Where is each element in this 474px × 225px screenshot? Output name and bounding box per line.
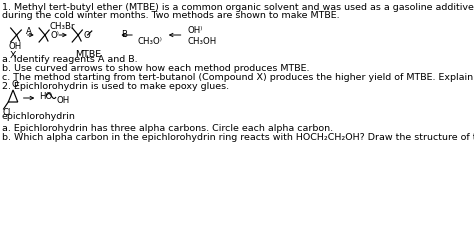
Text: a. Identify reagents A and B.: a. Identify reagents A and B.: [2, 55, 137, 64]
Text: Cl: Cl: [2, 108, 11, 117]
Text: CH₃OH: CH₃OH: [187, 37, 216, 46]
Text: B: B: [121, 30, 128, 39]
Text: CH₃O⁾: CH₃O⁾: [138, 37, 163, 46]
Text: a. Epichlorohydrin has three alpha carbons. Circle each alpha carbon.: a. Epichlorohydrin has three alpha carbo…: [2, 124, 333, 133]
Text: MTBE: MTBE: [75, 50, 101, 59]
Text: HO: HO: [39, 92, 52, 101]
Text: CH₃Br: CH₃Br: [49, 22, 75, 31]
Text: OH: OH: [56, 96, 70, 105]
Text: OH: OH: [8, 42, 21, 51]
Text: b. Which alpha carbon in the epichlorohydrin ring reacts with HOCH₂CH₂OH? Draw t: b. Which alpha carbon in the epichlorohy…: [2, 133, 474, 142]
Text: O: O: [83, 31, 90, 40]
Text: during the cold winter months. Two methods are shown to make MTBE.: during the cold winter months. Two metho…: [2, 11, 339, 20]
Text: c. The method starting from tert-butanol (Compound X) produces the higher yield : c. The method starting from tert-butanol…: [2, 73, 474, 82]
Text: X: X: [9, 51, 16, 60]
Text: b. Use curved arrows to show how each method produces MTBE.: b. Use curved arrows to show how each me…: [2, 64, 309, 73]
Text: 1. Methyl tert-butyl ether (MTBE) is a common organic solvent and was used as a : 1. Methyl tert-butyl ether (MTBE) is a c…: [2, 3, 474, 12]
Text: O: O: [11, 80, 18, 89]
Text: epichlorohydrin: epichlorohydrin: [2, 112, 76, 121]
Text: A: A: [26, 27, 31, 36]
Text: OH⁾: OH⁾: [187, 26, 202, 35]
Text: 2. Epichlorohydrin is used to make epoxy glues.: 2. Epichlorohydrin is used to make epoxy…: [2, 82, 229, 91]
Text: O⁾: O⁾: [50, 31, 59, 40]
